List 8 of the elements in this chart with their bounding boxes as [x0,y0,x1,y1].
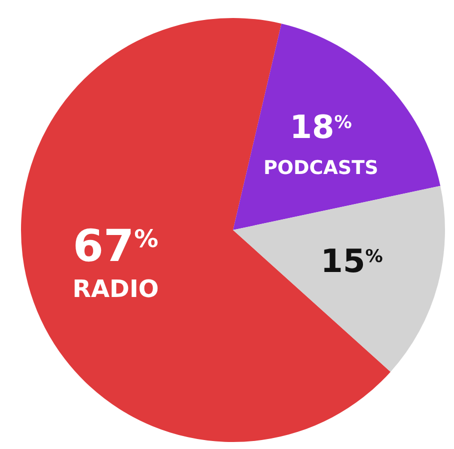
slice-label: RADIO [72,274,159,303]
data-label: 18$^{%}$ [290,108,352,146]
pie-slice [21,18,391,442]
data-label: 15$^{%}$ [320,242,384,280]
data-label: 67$^{%}$ [72,220,158,272]
pie-slice [233,24,440,230]
pie-slice [233,186,445,372]
slice-label: PODCASTS [263,156,378,179]
